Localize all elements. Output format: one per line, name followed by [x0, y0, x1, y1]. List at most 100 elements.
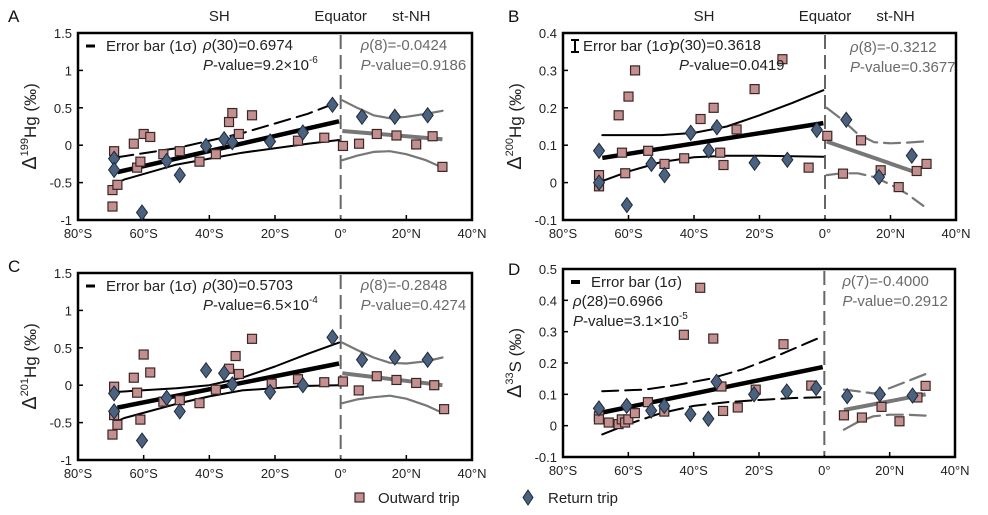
outward-trip-point [642, 397, 654, 408]
sh-p-value: P-value=3.1×10-5 [573, 311, 688, 330]
return-trip-point [620, 397, 633, 415]
y-tick-label: 0.1 [539, 138, 557, 153]
return-trip-point [326, 96, 339, 114]
nh-p-value: P-value=0.2912 [842, 293, 948, 310]
x-tick-label: 60°S [129, 466, 158, 481]
outward-trip-point [135, 156, 146, 167]
error-bar-label: Error bar (1σ) [106, 38, 197, 55]
return-trip-point [296, 124, 310, 141]
outward-trip-point [427, 131, 438, 142]
panel-b: B SH Equator st-NH -0.1 0 0.1 0.2 0.3 0.4 80°S 60°S… [504, 7, 971, 241]
return-trip-point [841, 387, 854, 405]
outward-trip-point [227, 107, 238, 119]
x-tick-label: 0° [334, 226, 346, 241]
outward-trip-point [174, 146, 185, 157]
y-axis-isotope: 201 [19, 378, 31, 396]
outward-trip-point [695, 282, 706, 293]
return-trip-point [702, 142, 715, 159]
outward-trip-point [107, 201, 118, 212]
outward-trip-point [777, 54, 788, 65]
outward-trip-point [856, 412, 868, 423]
x-tick-label: 20°S [261, 466, 290, 481]
outward-trip-point [210, 384, 221, 395]
outward-trip-point [194, 398, 205, 409]
nh-rho-label: ρ(8)=-0.2848 [360, 277, 448, 294]
outward-trip-point [145, 131, 156, 143]
x-tick-label: 20°N [876, 226, 905, 241]
return-trip-point [107, 161, 121, 179]
outward-trip-point [138, 349, 149, 360]
y-axis-delta: Δ [19, 156, 41, 169]
outward-trip-point [337, 376, 349, 387]
panel-letter: A [8, 7, 20, 26]
y-tick-label: -0.5 [50, 416, 72, 431]
outward-trip-point [319, 132, 330, 143]
y-tick-label: 0 [550, 176, 557, 191]
outward-trip-point [223, 116, 235, 128]
panel-letter: D [508, 260, 520, 279]
return-trip-point [645, 402, 658, 419]
outward-trip-point [911, 165, 922, 177]
y-tick-label: 0.3 [539, 325, 557, 340]
outward-trip-point [132, 387, 143, 398]
y-tick-label: 1.5 [54, 26, 72, 41]
y-axis-label: Δ201Hg (‰) [19, 323, 41, 410]
nh-regression-line [825, 139, 919, 176]
return-trip-point [160, 152, 173, 170]
x-tick-label: 60°S [129, 226, 158, 241]
return-trip-point [421, 351, 434, 369]
region-label-nh: st-NH [392, 8, 430, 25]
outward-trip-point [112, 179, 123, 190]
nh-p-value: P-value=0.4274 [361, 297, 467, 314]
sh-confidence-upper [601, 335, 824, 393]
return-trip-point [135, 204, 149, 221]
sh-rho-label: ρ(30)=0.5703 [202, 277, 293, 294]
return-trip-point [592, 142, 606, 160]
return-trip-point [592, 400, 606, 417]
return-trip-point [645, 155, 658, 173]
y-axis-unit: S (‰) [506, 328, 525, 372]
outward-trip-point [319, 377, 330, 388]
y-tick-label: 0.5 [539, 262, 557, 277]
y-axis-unit: Hg (‰) [506, 83, 525, 138]
return-trip-point [421, 106, 434, 124]
outward-trip-point [855, 135, 867, 146]
outward-trip-point [643, 145, 654, 156]
y-tick-label: 0 [550, 419, 557, 434]
return-trip-point [620, 196, 633, 214]
y-axis-isotope: 33 [504, 372, 516, 384]
outward-trip-point [145, 367, 156, 378]
return-trip-point [199, 137, 213, 155]
outward-trip-point [708, 333, 719, 344]
outward-trip-point [603, 417, 614, 428]
outward-trip-point [921, 158, 932, 169]
return-trip-point [810, 379, 823, 397]
outward-trip-point [429, 380, 440, 391]
y-axis-delta: Δ [19, 396, 41, 409]
x-tick-label: 0° [334, 466, 346, 481]
x-tick-label: 40°N [457, 466, 486, 481]
x-tick-label: 20°N [392, 466, 421, 481]
y-tick-label: -1 [60, 213, 72, 228]
y-tick-label: -0.5 [50, 176, 72, 191]
outward-trip-point [391, 374, 402, 386]
outward-trip-point [246, 333, 258, 344]
outward-trip-point [210, 149, 221, 160]
sh-p-value: P-value=6.5×10-4 [203, 295, 318, 314]
y-tick-label: 0.5 [54, 101, 72, 116]
return-trip-point [840, 111, 853, 129]
return-trip-point [226, 376, 239, 393]
figure-legend: Outward trip Return trip [354, 489, 618, 507]
return-trip-point [355, 108, 369, 126]
outward-trip-point [920, 380, 931, 391]
y-tick-label: 0.5 [54, 341, 72, 356]
y-axis-label: Δ200Hg (‰) [504, 83, 526, 170]
y-tick-label: 1.5 [54, 266, 72, 281]
return-trip-point [263, 133, 277, 150]
outward-trip-point [894, 416, 905, 427]
return-trip-point [780, 383, 793, 400]
outward-trip-point [822, 130, 833, 141]
x-tick-label: 60°S [614, 226, 643, 241]
x-tick-label: 40°S [195, 226, 224, 241]
outward-trip-point [128, 372, 139, 383]
